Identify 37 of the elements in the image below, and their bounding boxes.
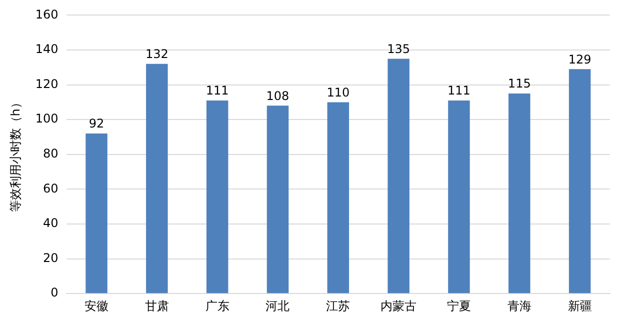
data-label: 111	[206, 84, 229, 98]
x-tick-label: 安徽	[84, 298, 109, 313]
y-tick-label: 40	[43, 216, 58, 230]
x-tick-label: 内蒙古	[380, 298, 417, 313]
data-label: 92	[88, 116, 104, 131]
y-tick-label: 20	[43, 250, 58, 265]
y-tick-label: 60	[43, 181, 58, 196]
bar	[388, 58, 410, 294]
y-tick-label: 0	[50, 286, 58, 300]
data-label: 115	[508, 76, 531, 91]
bar	[206, 100, 228, 294]
bar	[448, 100, 470, 294]
bar	[508, 94, 530, 294]
data-label: 135	[387, 42, 410, 56]
bar	[568, 69, 591, 294]
y-tick-label: 140	[35, 42, 58, 56]
bar	[327, 102, 350, 294]
data-label: 108	[266, 88, 290, 103]
bar	[146, 64, 168, 294]
bar	[86, 134, 108, 294]
x-tick-label: 江苏	[326, 298, 350, 313]
x-tick-label: 宁夏	[446, 298, 471, 313]
x-tick-label: 新疆	[568, 298, 592, 313]
data-label: 129	[568, 52, 592, 66]
x-tick-label: 广东	[205, 298, 230, 313]
y-axis-title: 等效利用小时数（h）	[8, 96, 22, 212]
x-tick-label: 甘肃	[144, 298, 169, 313]
y-tick-label: 80	[43, 146, 58, 161]
data-label: 132	[145, 47, 168, 62]
y-tick-label: 120	[35, 76, 58, 91]
data-label: 110	[326, 85, 350, 100]
y-tick-label: 100	[35, 112, 58, 126]
data-label: 111	[448, 84, 470, 98]
x-tick-label: 青海	[507, 298, 532, 313]
x-tick-label: 河北	[266, 298, 290, 313]
y-tick-label: 160	[35, 7, 58, 22]
bar	[266, 106, 289, 294]
